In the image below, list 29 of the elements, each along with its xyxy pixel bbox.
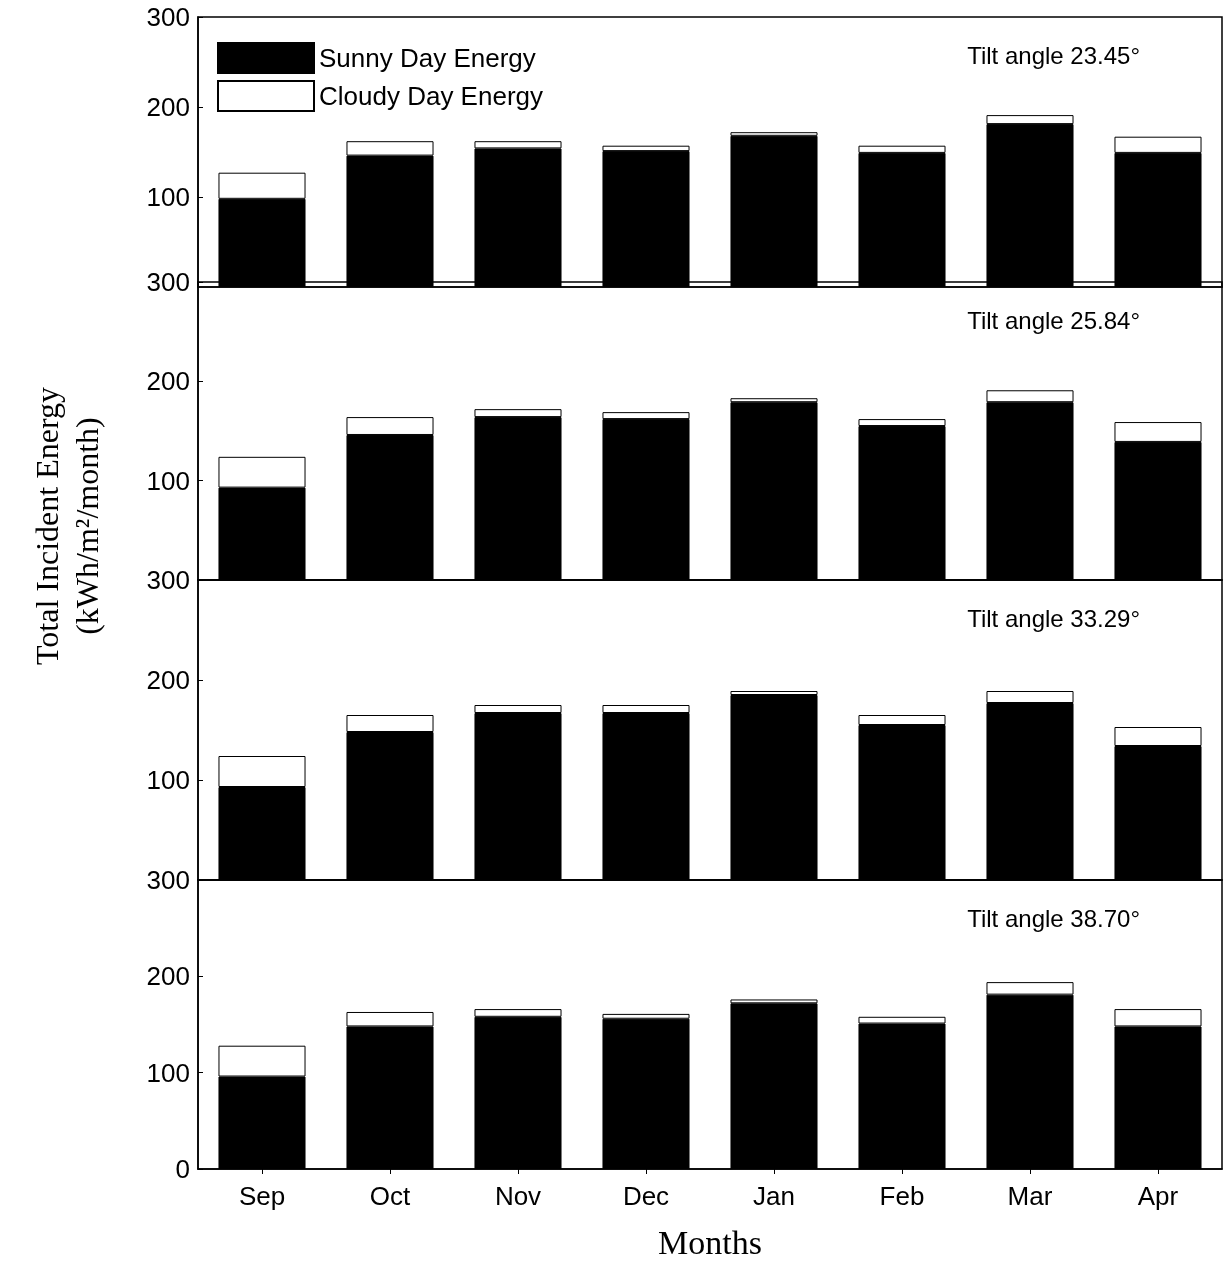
x-tick-label: Jan: [753, 1181, 795, 1211]
x-tick-label: Nov: [494, 1181, 542, 1211]
y-tick-label: 100: [146, 1057, 190, 1088]
x-tick-label: Sep: [238, 1181, 286, 1211]
y-tick-label: 300: [146, 267, 190, 297]
annotation: Tilt angle 33.29°: [967, 604, 1141, 632]
legend-label: Cloudy Day Energy: [319, 81, 543, 111]
y-axis-title: Total Incident Energy (kWh/m²/month): [28, 386, 106, 667]
x-tick-label: Oct: [369, 1181, 411, 1211]
x-axis-title: Months: [658, 1223, 762, 1261]
y-tick-label: 200: [146, 961, 190, 992]
y-tick-label: 200: [146, 366, 190, 397]
y-tick-label: 200: [146, 665, 190, 695]
y-tick-label: 200: [146, 92, 190, 122]
x-tick-label: Apr: [1137, 1181, 1179, 1211]
annotation: Tilt angle 25.84°: [967, 306, 1141, 334]
y-tick-label: 100: [146, 465, 190, 496]
annotation: Tilt angle 38.70°: [967, 904, 1141, 932]
y-tick-label: 100: [146, 182, 190, 212]
y-tick-label: 100: [146, 765, 190, 795]
y-tick-label: 300: [146, 865, 190, 895]
y-tick-label: 300: [146, 2, 190, 32]
x-tick-label: Mar: [1007, 1181, 1053, 1211]
annotation: Tilt angle 23.45°: [967, 41, 1141, 69]
legend-label: Sunny Day Energy: [319, 43, 536, 73]
x-tick-label: Feb: [879, 1181, 925, 1211]
y-tick-label: 0: [175, 1154, 190, 1184]
x-tick-label: Dec: [622, 1181, 670, 1211]
y-tick-label: 300: [146, 565, 190, 595]
